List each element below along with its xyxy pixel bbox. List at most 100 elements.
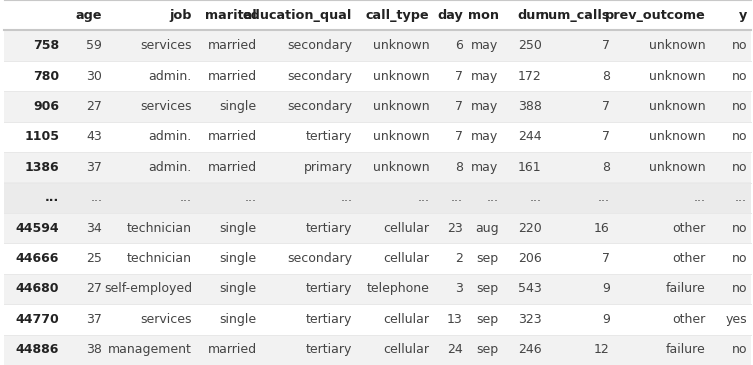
Text: dur: dur — [517, 9, 541, 22]
Text: aug: aug — [475, 222, 498, 235]
Text: admin.: admin. — [149, 70, 192, 82]
Text: no: no — [731, 161, 747, 174]
Bar — [4, 61, 751, 91]
Text: other: other — [672, 252, 706, 265]
Text: no: no — [731, 283, 747, 295]
Text: no: no — [731, 100, 747, 113]
Text: married: married — [208, 130, 257, 143]
Text: 37: 37 — [87, 161, 102, 174]
Text: management: management — [108, 343, 192, 356]
Text: age: age — [76, 9, 102, 22]
Text: 3: 3 — [455, 283, 463, 295]
Text: 37: 37 — [87, 313, 102, 326]
Text: technician: technician — [127, 222, 192, 235]
Bar — [4, 335, 751, 365]
Text: sep: sep — [477, 313, 498, 326]
Text: y: y — [739, 9, 747, 22]
Text: ...: ... — [340, 191, 352, 204]
Text: may: may — [471, 130, 498, 143]
Text: unknown: unknown — [373, 100, 430, 113]
Text: 30: 30 — [87, 70, 102, 82]
Text: may: may — [471, 100, 498, 113]
Text: 758: 758 — [33, 39, 59, 52]
Bar — [4, 0, 751, 30]
Text: tertiary: tertiary — [306, 283, 352, 295]
Text: married: married — [208, 343, 257, 356]
Text: 38: 38 — [87, 343, 102, 356]
Text: tertiary: tertiary — [306, 313, 352, 326]
Text: ...: ... — [694, 191, 706, 204]
Text: 23: 23 — [447, 222, 463, 235]
Text: secondary: secondary — [288, 100, 352, 113]
Text: 27: 27 — [87, 283, 102, 295]
Text: 12: 12 — [594, 343, 610, 356]
Text: unknown: unknown — [649, 161, 706, 174]
Text: 25: 25 — [87, 252, 102, 265]
Text: 7: 7 — [602, 252, 610, 265]
Text: 16: 16 — [594, 222, 610, 235]
Text: secondary: secondary — [288, 70, 352, 82]
Text: job: job — [169, 9, 192, 22]
Text: may: may — [471, 70, 498, 82]
Text: 7: 7 — [455, 130, 463, 143]
Text: 780: 780 — [33, 70, 59, 82]
Text: secondary: secondary — [288, 39, 352, 52]
Text: 172: 172 — [518, 70, 541, 82]
Text: 1386: 1386 — [24, 161, 59, 174]
Text: unknown: unknown — [649, 100, 706, 113]
Text: services: services — [141, 313, 192, 326]
Text: 9: 9 — [602, 313, 610, 326]
Text: ...: ... — [418, 191, 430, 204]
Text: single: single — [220, 252, 257, 265]
Text: 220: 220 — [518, 222, 541, 235]
Bar — [4, 152, 751, 182]
Bar — [4, 243, 751, 274]
Text: 27: 27 — [87, 100, 102, 113]
Text: no: no — [731, 70, 747, 82]
Text: 13: 13 — [447, 313, 463, 326]
Text: failure: failure — [666, 343, 706, 356]
Text: no: no — [731, 343, 747, 356]
Text: ...: ... — [180, 191, 192, 204]
Text: 44886: 44886 — [16, 343, 59, 356]
Text: education_qual: education_qual — [243, 9, 352, 22]
Text: 44666: 44666 — [16, 252, 59, 265]
Text: 7: 7 — [455, 100, 463, 113]
Text: yes: yes — [725, 313, 747, 326]
Text: 244: 244 — [518, 130, 541, 143]
Text: 9: 9 — [602, 283, 610, 295]
Text: no: no — [731, 222, 747, 235]
Text: ...: ... — [486, 191, 498, 204]
Text: single: single — [220, 283, 257, 295]
Bar — [4, 30, 751, 61]
Text: tertiary: tertiary — [306, 130, 352, 143]
Text: 161: 161 — [518, 161, 541, 174]
Text: 7: 7 — [602, 100, 610, 113]
Text: 206: 206 — [518, 252, 541, 265]
Text: no: no — [731, 130, 747, 143]
Text: primary: primary — [303, 161, 352, 174]
Bar — [4, 213, 751, 243]
Text: marital: marital — [205, 9, 257, 22]
Text: unknown: unknown — [649, 39, 706, 52]
Text: other: other — [672, 313, 706, 326]
Bar — [4, 122, 751, 152]
Text: 8: 8 — [602, 70, 610, 82]
Text: 7: 7 — [455, 70, 463, 82]
Text: 43: 43 — [87, 130, 102, 143]
Text: 44770: 44770 — [15, 313, 59, 326]
Text: 7: 7 — [602, 39, 610, 52]
Text: 1105: 1105 — [24, 130, 59, 143]
Bar — [4, 274, 751, 304]
Text: admin.: admin. — [149, 161, 192, 174]
Text: 44594: 44594 — [16, 222, 59, 235]
Text: married: married — [208, 161, 257, 174]
Text: 250: 250 — [518, 39, 541, 52]
Text: 8: 8 — [455, 161, 463, 174]
Text: married: married — [208, 39, 257, 52]
Text: tertiary: tertiary — [306, 222, 352, 235]
Text: 388: 388 — [518, 100, 541, 113]
Text: cellular: cellular — [383, 252, 430, 265]
Bar — [4, 91, 751, 122]
Text: services: services — [141, 100, 192, 113]
